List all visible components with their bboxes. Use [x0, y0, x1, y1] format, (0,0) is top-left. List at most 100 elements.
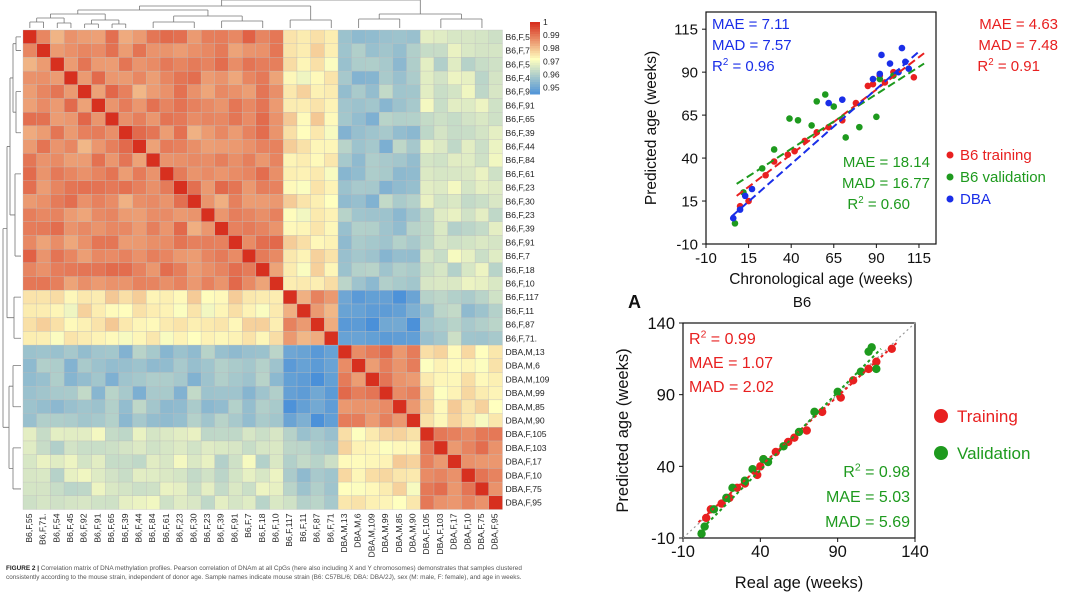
heatmap-cell [283, 221, 298, 236]
y-tick-label: 140 [647, 315, 675, 333]
heatmap-cell [296, 262, 311, 277]
heatmap-row-label: DBA,M,99 [506, 388, 545, 398]
heatmap-cell [379, 276, 394, 291]
heatmap-col-label: DBA,M,90 [408, 513, 418, 552]
heatmap-row-label: B6,F,55 [506, 32, 535, 42]
heatmap-cell [91, 413, 106, 428]
heatmap-cell [283, 112, 298, 127]
heatmap-cell [187, 440, 202, 455]
heatmap-cell [36, 303, 51, 318]
colorbar-segment [530, 70, 540, 73]
heatmap-cell [283, 29, 298, 44]
heatmap-cell [146, 468, 161, 483]
heatmap-cell [447, 153, 462, 168]
heatmap-cell [392, 84, 407, 99]
heatmap-cell [310, 344, 325, 359]
heatmap-cell [406, 153, 421, 168]
heatmap-cell [36, 84, 51, 99]
heatmap-cell [379, 386, 394, 401]
heatmap-cell [296, 290, 311, 305]
heatmap-cell [337, 427, 352, 442]
heatmap-cell [63, 207, 78, 222]
heatmap-cell [159, 235, 174, 250]
heatmap-cell [406, 207, 421, 222]
heatmap-cell [159, 207, 174, 222]
heatmap-cell [474, 427, 489, 442]
heatmap-cell [433, 262, 448, 277]
heatmap-cell [433, 344, 448, 359]
heatmap-cell [474, 454, 489, 469]
panel-letter: A [628, 292, 641, 312]
y-axis-label: Predicted age (weeks) [643, 51, 660, 205]
heatmap-cell [461, 372, 476, 387]
colorbar-segment [530, 26, 540, 30]
heatmap-cell [63, 166, 78, 181]
heatmap-cell [159, 194, 174, 209]
heatmap-cell [228, 317, 243, 332]
heatmap-cell [159, 317, 174, 332]
heatmap-cell [433, 372, 448, 387]
heatmap-cell [200, 290, 215, 305]
heatmap-cell [91, 221, 106, 236]
heatmap-cell [146, 112, 161, 127]
heatmap-cell [488, 372, 503, 387]
heatmap-cell [187, 399, 202, 414]
heatmap-cell [187, 344, 202, 359]
heatmap-cell [324, 125, 339, 140]
heatmap-cell [351, 180, 366, 195]
heatmap-cell [50, 194, 65, 209]
y-tick-label: 15 [681, 193, 698, 210]
heatmap-cell [461, 303, 476, 318]
heatmap-cell [36, 481, 51, 496]
heatmap-cell [488, 344, 503, 359]
heatmap-cell [255, 303, 270, 318]
heatmap-cell [91, 317, 106, 332]
heatmap-cell [351, 262, 366, 277]
heatmap-cell [324, 358, 339, 373]
data-point [810, 407, 819, 417]
heatmap-cell [173, 386, 188, 401]
heatmap-cell [242, 57, 257, 72]
heatmap-cell [488, 194, 503, 209]
heatmap-cell [146, 43, 161, 58]
colorbar-segment [530, 29, 540, 33]
heatmap-cell [433, 235, 448, 250]
heatmap-cell [77, 207, 92, 222]
heatmap-cell [296, 386, 311, 401]
heatmap-cell [200, 317, 215, 332]
colorbar-segment [530, 67, 540, 71]
heatmap-cell [488, 468, 503, 483]
heatmap-cell [214, 166, 229, 181]
heatmap-cell [447, 276, 462, 291]
heatmap-cell [63, 454, 78, 469]
heatmap-cell [392, 358, 407, 373]
data-point [813, 98, 821, 105]
r2-value: = 0.96 [728, 58, 774, 75]
heatmap-cell [242, 454, 257, 469]
heatmap-cell [118, 70, 133, 85]
heatmap-cell [200, 57, 215, 72]
heatmap-cell [91, 427, 106, 442]
heatmap-cell [283, 276, 298, 291]
heatmap-cell [447, 194, 462, 209]
heatmap-cell [269, 43, 284, 58]
heatmap-cell [173, 454, 188, 469]
heatmap-cell [132, 166, 147, 181]
age-prediction-scatter-top: -10 15 40 65 90 115 -10 15 40 65 90 115 Chronologica… [643, 11, 1058, 288]
heatmap-cell [36, 276, 51, 291]
heatmap-cell [351, 221, 366, 236]
heatmap-cell [132, 57, 147, 72]
heatmap-cell [200, 372, 215, 387]
heatmap-cell [406, 331, 421, 346]
heatmap-cell [187, 290, 202, 305]
heatmap-cell [324, 84, 339, 99]
heatmap-cell [379, 495, 394, 510]
heatmap-cell [420, 290, 435, 305]
heatmap-cell [447, 57, 462, 72]
heatmap-cell [310, 139, 325, 154]
heatmap-cell [132, 372, 147, 387]
heatmap-cell [22, 481, 37, 496]
heatmap-cell [242, 303, 257, 318]
heatmap-cell [118, 249, 133, 264]
heatmap-cell [365, 358, 380, 373]
